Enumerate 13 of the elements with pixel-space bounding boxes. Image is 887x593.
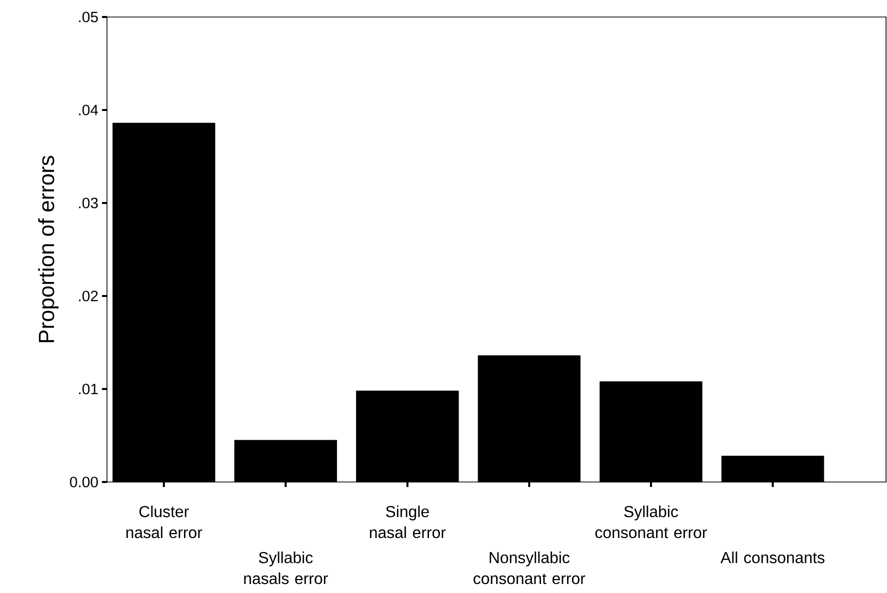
y-tick-label: .04 bbox=[79, 104, 98, 116]
x-tick-label: All consonants bbox=[720, 552, 824, 564]
x-tick-label: Syllabic nasals error bbox=[244, 552, 328, 584]
x-tick-label: Nonsyllabic consonant error bbox=[474, 552, 586, 584]
x-tick-label: Syllabic consonant error bbox=[595, 506, 707, 538]
x-tick-label: Single nasal error bbox=[370, 506, 446, 538]
x-tick-label: Cluster nasal error bbox=[126, 506, 202, 538]
y-tick-label: .02 bbox=[79, 290, 98, 302]
y-tick-label: .01 bbox=[79, 384, 98, 394]
y-tick-label: .03 bbox=[79, 198, 98, 208]
y-tick-label: .05 bbox=[79, 12, 98, 22]
y-tick-label: 0.00 bbox=[70, 476, 98, 488]
y-axis-title: Proportion of errors bbox=[38, 156, 59, 342]
